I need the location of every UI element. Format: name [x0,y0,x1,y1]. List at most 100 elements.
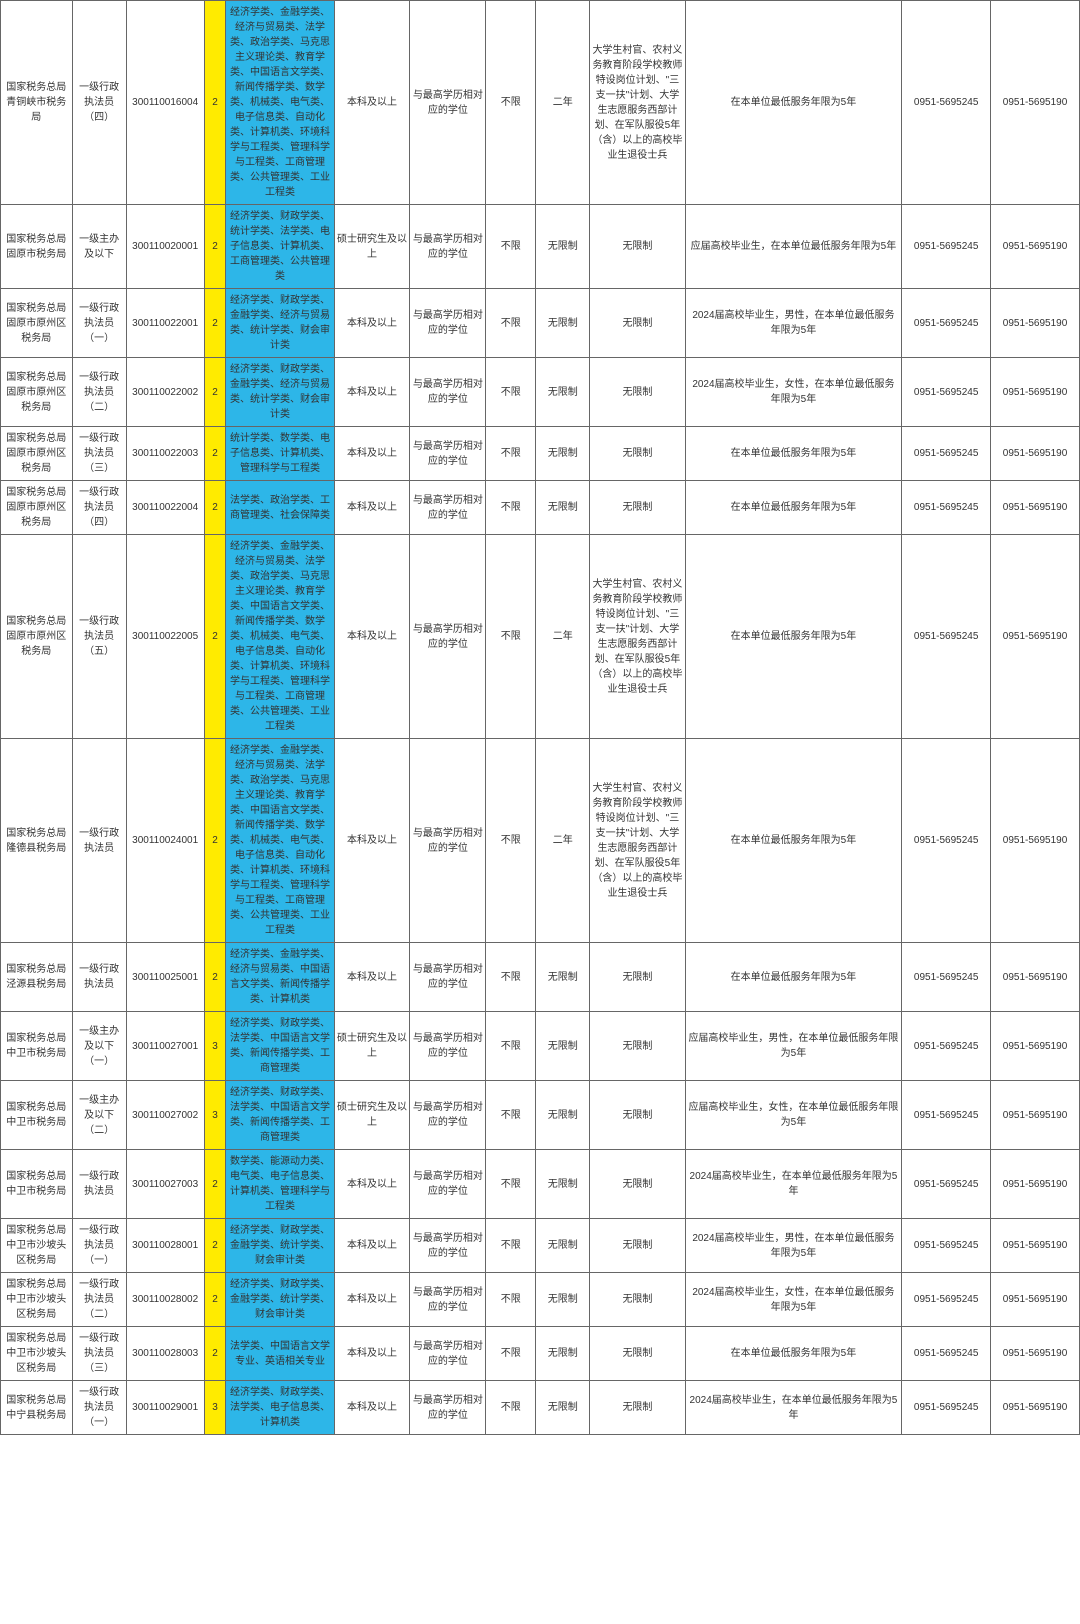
cell-code: 300110024001 [126,739,204,943]
table-row: 国家税务总局中卫市沙坡头区税务局一级行政执法员（一）3001100280012经… [1,1219,1080,1273]
cell-position: 一级行政执法员 [72,739,126,943]
cell-code: 300110029001 [126,1381,204,1435]
cell-org: 国家税务总局固原市原州区税务局 [1,535,73,739]
cell-tel2: 0951-5695190 [991,1327,1080,1381]
cell-condition: 大学生村官、农村义务教育阶段学校教师特设岗位计划、"三支一扶"计划、大学生志愿服… [590,739,685,943]
cell-major: 经济学类、财政学类、法学类、电子信息类、计算机类 [226,1381,334,1435]
cell-education: 本科及以上 [334,1273,410,1327]
cell-education: 本科及以上 [334,358,410,427]
cell-count: 2 [204,358,226,427]
cell-code: 300110022004 [126,481,204,535]
cell-degree: 与最高学历相对应的学位 [410,205,486,289]
table-row: 国家税务总局中卫市税务局一级主办及以下（二）3001100270023经济学类、… [1,1081,1080,1150]
cell-experience: 不限 [486,1219,536,1273]
cell-degree: 与最高学历相对应的学位 [410,943,486,1012]
cell-education: 本科及以上 [334,943,410,1012]
cell-tel2: 0951-5695190 [991,358,1080,427]
table-row: 国家税务总局固原市税务局一级主办及以下3001100200012经济学类、财政学… [1,205,1080,289]
cell-remark: 2024届高校毕业生，女性，在本单位最低服务年限为5年 [685,1273,902,1327]
cell-major: 经济学类、金融学类、经济与贸易类、法学类、政治学类、马克思主义理论类、教育学类、… [226,1,334,205]
cell-code: 300110016004 [126,1,204,205]
cell-major: 经济学类、金融学类、经济与贸易类、法学类、政治学类、马克思主义理论类、教育学类、… [226,739,334,943]
cell-major: 统计学类、数学类、电子信息类、计算机类、管理科学与工程类 [226,427,334,481]
cell-education: 硕士研究生及以上 [334,1012,410,1081]
cell-tel2: 0951-5695190 [991,205,1080,289]
cell-tel2: 0951-5695190 [991,1381,1080,1435]
cell-remark: 在本单位最低服务年限为5年 [685,739,902,943]
cell-experience: 不限 [486,358,536,427]
cell-years: 无限制 [536,1012,590,1081]
cell-tel2: 0951-5695190 [991,1081,1080,1150]
cell-condition: 无限制 [590,943,685,1012]
cell-org: 国家税务总局中宁县税务局 [1,1381,73,1435]
cell-years: 无限制 [536,205,590,289]
cell-org: 国家税务总局固原市税务局 [1,205,73,289]
table-row: 国家税务总局固原市原州区税务局一级行政执法员（四）3001100220042法学… [1,481,1080,535]
cell-remark: 2024届高校毕业生，男性，在本单位最低服务年限为5年 [685,289,902,358]
cell-years: 无限制 [536,427,590,481]
cell-tel1: 0951-5695245 [902,1081,991,1150]
cell-tel1: 0951-5695245 [902,1150,991,1219]
cell-years: 二年 [536,739,590,943]
table-row: 国家税务总局中卫市税务局一级行政执法员3001100270032数学类、能源动力… [1,1150,1080,1219]
cell-experience: 不限 [486,535,536,739]
cell-tel1: 0951-5695245 [902,427,991,481]
cell-code: 300110022005 [126,535,204,739]
cell-education: 本科及以上 [334,1,410,205]
cell-tel2: 0951-5695190 [991,1273,1080,1327]
positions-table: 国家税务总局青铜峡市税务局一级行政执法员（四）3001100160042经济学类… [0,0,1080,1435]
cell-position: 一级行政执法员 [72,943,126,1012]
cell-education: 本科及以上 [334,289,410,358]
table-row: 国家税务总局固原市原州区税务局一级行政执法员（二）3001100220022经济… [1,358,1080,427]
cell-code: 300110028001 [126,1219,204,1273]
cell-experience: 不限 [486,1150,536,1219]
cell-count: 2 [204,739,226,943]
table-row: 国家税务总局中卫市税务局一级主办及以下（一）3001100270013经济学类、… [1,1012,1080,1081]
cell-major: 法学类、中国语言文学专业、英语相关专业 [226,1327,334,1381]
cell-degree: 与最高学历相对应的学位 [410,1327,486,1381]
cell-tel2: 0951-5695190 [991,1,1080,205]
cell-tel2: 0951-5695190 [991,427,1080,481]
cell-code: 300110022001 [126,289,204,358]
cell-condition: 无限制 [590,1081,685,1150]
cell-education: 本科及以上 [334,1381,410,1435]
cell-experience: 不限 [486,1273,536,1327]
cell-experience: 不限 [486,1081,536,1150]
cell-code: 300110027002 [126,1081,204,1150]
cell-org: 国家税务总局青铜峡市税务局 [1,1,73,205]
cell-degree: 与最高学历相对应的学位 [410,481,486,535]
cell-years: 二年 [536,1,590,205]
cell-position: 一级行政执法员（二） [72,1273,126,1327]
cell-org: 国家税务总局中卫市税务局 [1,1150,73,1219]
cell-years: 无限制 [536,1273,590,1327]
cell-count: 2 [204,1,226,205]
cell-tel1: 0951-5695245 [902,481,991,535]
cell-tel1: 0951-5695245 [902,358,991,427]
cell-tel2: 0951-5695190 [991,1219,1080,1273]
cell-org: 国家税务总局中卫市税务局 [1,1012,73,1081]
cell-degree: 与最高学历相对应的学位 [410,1150,486,1219]
cell-degree: 与最高学历相对应的学位 [410,1081,486,1150]
cell-count: 2 [204,943,226,1012]
cell-count: 2 [204,1150,226,1219]
cell-count: 2 [204,1327,226,1381]
cell-years: 无限制 [536,358,590,427]
cell-tel1: 0951-5695245 [902,535,991,739]
cell-position: 一级主办及以下（一） [72,1012,126,1081]
cell-degree: 与最高学历相对应的学位 [410,289,486,358]
table-row: 国家税务总局固原市原州区税务局一级行政执法员（五）3001100220052经济… [1,535,1080,739]
cell-major: 经济学类、财政学类、金融学类、统计学类、财会审计类 [226,1219,334,1273]
cell-education: 硕士研究生及以上 [334,205,410,289]
table-row: 国家税务总局泾源县税务局一级行政执法员3001100250012经济学类、金融学… [1,943,1080,1012]
cell-count: 3 [204,1381,226,1435]
cell-condition: 无限制 [590,1150,685,1219]
cell-years: 无限制 [536,289,590,358]
cell-years: 无限制 [536,481,590,535]
table-row: 国家税务总局青铜峡市税务局一级行政执法员（四）3001100160042经济学类… [1,1,1080,205]
cell-position: 一级行政执法员（三） [72,427,126,481]
cell-count: 3 [204,1081,226,1150]
cell-experience: 不限 [486,205,536,289]
cell-org: 国家税务总局泾源县税务局 [1,943,73,1012]
cell-experience: 不限 [486,481,536,535]
cell-condition: 无限制 [590,289,685,358]
